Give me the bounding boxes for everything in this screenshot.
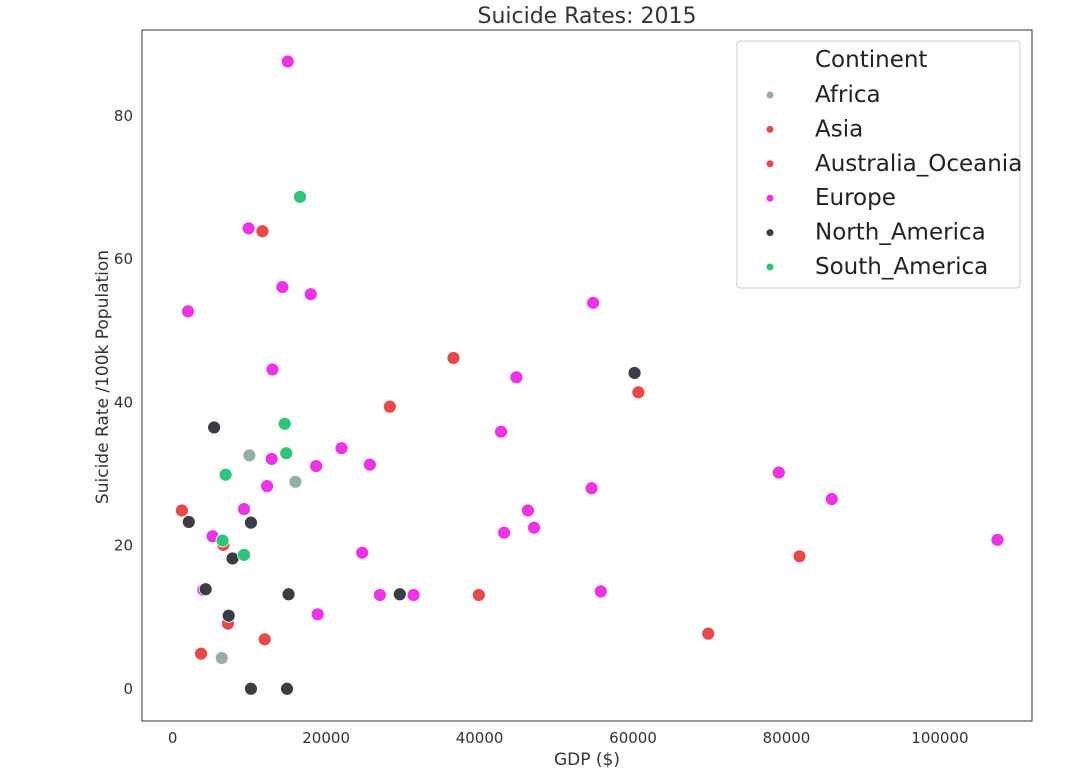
x-tick-label: 100000 [911, 729, 968, 747]
point-europe [362, 457, 377, 472]
point-europe [586, 295, 601, 310]
point-africa [288, 474, 303, 489]
point-asia [701, 626, 716, 641]
point-europe [593, 584, 608, 599]
legend-label-australia-oceania: Australia_Oceania [815, 151, 1022, 177]
legend-marker-south-america [766, 263, 774, 271]
point-asia [471, 588, 486, 602]
point-europe [241, 221, 256, 236]
legend-label-asia: Asia [815, 116, 863, 142]
legend-marker-europe [766, 194, 774, 202]
point-europe [494, 424, 508, 439]
legend-marker-australia-oceania [766, 160, 774, 168]
point-south-america [293, 189, 307, 204]
point-europe [260, 479, 274, 494]
point-south-america [277, 416, 292, 431]
point-europe [334, 441, 349, 456]
point-south-america [279, 446, 294, 461]
point-asia [174, 503, 189, 518]
point-south-america [237, 547, 251, 562]
point-north-america [225, 551, 240, 566]
point-europe [509, 370, 524, 385]
point-asia [257, 632, 272, 647]
point-europe [264, 452, 279, 466]
plot-area [141, 29, 1033, 722]
point-europe [310, 607, 325, 622]
point-europe [280, 54, 295, 69]
point-europe [990, 532, 1005, 547]
y-tick-label: 20 [114, 537, 133, 555]
point-europe [372, 588, 387, 602]
point-north-america [207, 420, 222, 435]
point-asia [194, 646, 208, 661]
point-europe [265, 362, 280, 377]
legend-marker-africa [766, 91, 774, 99]
x-tick-label: 0 [168, 729, 178, 747]
legend-marker-asia [766, 125, 774, 133]
point-africa [242, 448, 257, 463]
point-north-america [280, 681, 294, 696]
legend-marker-north-america [766, 229, 774, 237]
x-axis: 0 20000 40000 60000 80000 100000 [168, 729, 969, 747]
y-axis: 0 20 40 60 80 [114, 107, 133, 698]
x-axis-label: GDP ($) [554, 750, 620, 770]
point-north-america [221, 608, 236, 623]
legend-label-africa: Africa [815, 82, 881, 108]
point-europe [275, 280, 290, 294]
chart-title: Suicide Rates: 2015 [477, 4, 696, 29]
legend-title: Continent [815, 47, 927, 73]
point-north-america [627, 366, 642, 380]
point-africa [214, 651, 229, 665]
point-europe [237, 502, 251, 516]
point-asia [382, 399, 397, 414]
point-europe [181, 304, 195, 319]
data-points [174, 54, 1005, 696]
point-north-america [244, 681, 258, 696]
point-europe [771, 465, 786, 480]
y-tick-label: 40 [114, 393, 133, 411]
point-north-america [392, 587, 407, 602]
point-europe [497, 525, 512, 540]
legend-label-south-america: South_America [815, 254, 988, 280]
point-europe [355, 545, 370, 560]
x-tick-label: 80000 [763, 729, 811, 747]
point-asia [792, 549, 807, 564]
point-europe [303, 287, 318, 302]
point-north-america [281, 587, 296, 602]
point-europe [521, 503, 535, 518]
point-asia [255, 224, 270, 239]
point-south-america [215, 533, 230, 548]
point-asia [446, 351, 461, 365]
y-tick-label: 60 [114, 250, 133, 268]
legend-label-europe: Europe [815, 185, 896, 211]
point-north-america [244, 515, 258, 530]
point-europe [527, 520, 541, 535]
y-axis-label: Suicide Rate /100k Population [93, 250, 113, 504]
point-europe [309, 459, 324, 473]
x-tick-label: 40000 [456, 729, 504, 747]
point-asia [631, 385, 646, 400]
point-north-america [181, 515, 196, 529]
legend-box [736, 40, 1021, 289]
y-tick-label: 80 [114, 107, 133, 125]
y-tick-label: 0 [123, 680, 133, 698]
legend-label-north-america: North_America [815, 220, 986, 246]
legend: Continent Africa Asia Australia_Oceania Eur… [736, 40, 1022, 289]
point-north-america [198, 582, 213, 597]
point-europe [824, 492, 839, 506]
point-europe [584, 481, 599, 496]
x-tick-label: 20000 [302, 729, 350, 747]
point-south-america [218, 467, 233, 482]
point-europe [406, 588, 421, 602]
x-tick-label: 60000 [609, 729, 657, 747]
